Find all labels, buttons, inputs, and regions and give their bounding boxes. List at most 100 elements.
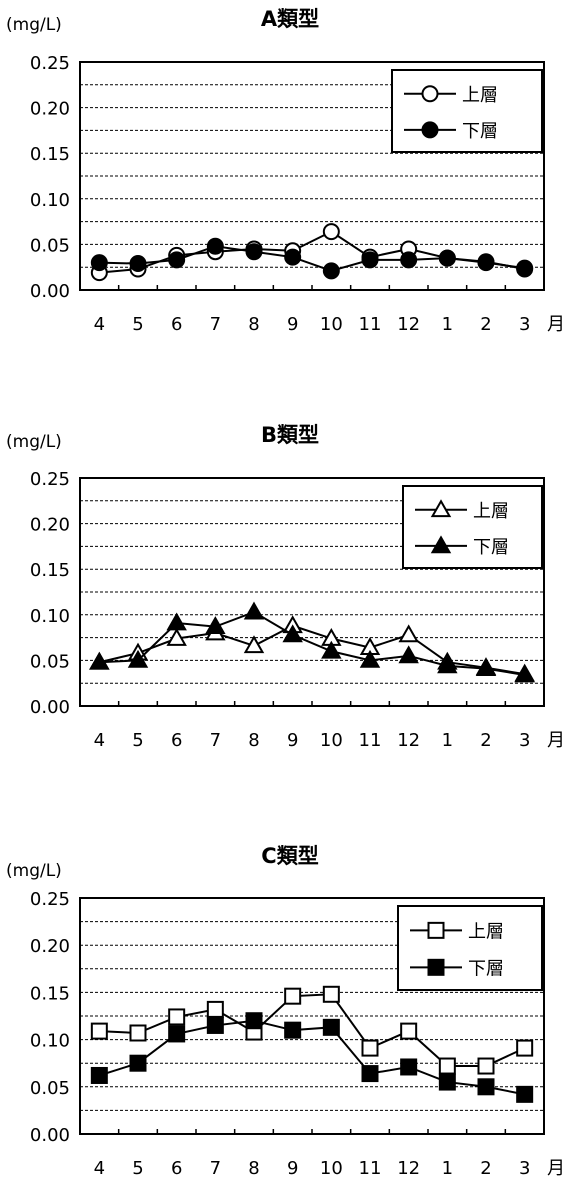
x-tick-label: 3 [519, 1158, 530, 1178]
x-tick-label: 10 [320, 1158, 343, 1178]
y-tick-label: 0.10 [30, 1031, 70, 1052]
legend-marker [430, 535, 452, 554]
series-lower [89, 601, 535, 683]
x-tick-label: 11 [359, 730, 382, 751]
y-tick-label: 0.05 [30, 1078, 70, 1099]
legend-marker [421, 121, 439, 139]
y-axis-unit-label: (mg/L) [6, 861, 62, 881]
data-point [359, 649, 381, 668]
data-point [516, 259, 534, 277]
series-upper [90, 223, 534, 282]
data-point [243, 601, 265, 620]
data-point [206, 1016, 224, 1034]
data-point [361, 251, 379, 269]
legend-marker [430, 499, 452, 518]
y-tick-label: 0.00 [30, 697, 70, 718]
y-tick-label: 0.15 [30, 983, 70, 1004]
chart-title: B類型 [261, 423, 319, 447]
chart-1: A類型 (mg/L) 0.00 0.05 0.10 0.15 0.20 0.25 4 5 6 7 8 9 1… [6, 7, 565, 335]
data-point [361, 1065, 379, 1083]
series-upper [89, 615, 535, 682]
x-tick-label: 3 [519, 730, 530, 751]
legend-label: 上層 [473, 501, 509, 522]
data-point [322, 262, 340, 280]
x-tick-label: 11 [359, 1158, 382, 1178]
data-point [206, 1000, 224, 1018]
data-point [168, 251, 186, 269]
x-tick-label: 4 [94, 1158, 105, 1178]
legend-box [391, 69, 543, 153]
data-point [284, 1021, 302, 1039]
data-point [322, 1018, 340, 1036]
x-tick-label: 12 [397, 1158, 420, 1178]
x-tick-label: 4 [94, 730, 105, 751]
x-tick-label: 9 [287, 730, 298, 751]
chart-2: B類型 (mg/L) 0.00 0.05 0.10 0.15 0.20 0.25 4 5 6 7 8 9 1… [6, 423, 565, 751]
x-tick-label: 6 [171, 730, 182, 751]
x-tick-label: 2 [480, 1158, 491, 1178]
y-tick-label: 0.10 [30, 606, 70, 627]
legend-label: 上層 [468, 921, 504, 942]
data-point [398, 624, 419, 643]
x-axis-label: 月 [547, 730, 565, 751]
data-point [205, 616, 226, 635]
series-line [99, 1019, 525, 1096]
data-point [127, 649, 149, 668]
x-tick-label: 8 [248, 1158, 259, 1178]
data-point [322, 223, 340, 241]
x-tick-label: 12 [397, 314, 420, 335]
data-point [438, 1057, 456, 1075]
data-point [477, 1078, 495, 1096]
y-axis-unit-label: (mg/L) [6, 15, 62, 35]
data-point [361, 1039, 379, 1057]
y-tick-label: 0.00 [30, 281, 70, 302]
x-tick-label: 7 [210, 730, 221, 751]
chart-title: A類型 [261, 7, 319, 31]
x-tick-label: 10 [320, 730, 343, 751]
x-tick-label: 6 [171, 1158, 182, 1178]
series-lower [90, 237, 534, 280]
y-axis-unit-label: (mg/L) [6, 432, 62, 452]
data-point [475, 658, 497, 676]
y-tick-label: 0.10 [30, 190, 70, 211]
legend-label: 下層 [462, 121, 498, 142]
y-tick-label: 0.20 [30, 936, 70, 957]
data-point [514, 664, 535, 683]
data-point [129, 1054, 147, 1072]
y-tick-label: 0.15 [30, 560, 70, 581]
series-line [99, 993, 526, 1068]
data-point [400, 1022, 418, 1040]
chart-3: C類型 (mg/L) 0.00 0.05 0.10 0.15 0.20 0.25 4 5 6 7 8 9 1… [6, 844, 565, 1178]
data-point [90, 254, 108, 272]
legend-marker [427, 921, 445, 939]
series-lower [90, 1012, 534, 1103]
data-point [516, 1039, 534, 1057]
series-line [99, 230, 525, 274]
y-tick-label: 0.25 [30, 53, 70, 74]
data-point [129, 1024, 147, 1042]
x-tick-label: 1 [442, 730, 453, 751]
legend-marker [427, 958, 445, 976]
x-tick-label: 5 [132, 1158, 143, 1178]
data-point [322, 985, 340, 1003]
x-tick-label: 8 [248, 314, 259, 335]
data-point [168, 1008, 186, 1026]
legend-label: 下層 [473, 537, 509, 558]
data-point [321, 640, 342, 659]
x-tick-label: 9 [287, 314, 298, 335]
data-point [166, 612, 187, 631]
x-axis-label: 月 [547, 1158, 565, 1178]
legend-label: 上層 [462, 85, 498, 106]
series-upper [90, 985, 534, 1075]
data-point [477, 254, 495, 272]
data-point [477, 1057, 495, 1075]
data-point [245, 1012, 263, 1030]
data-point [90, 1022, 108, 1040]
data-point [400, 1058, 418, 1076]
x-tick-label: 11 [359, 314, 382, 335]
data-point [437, 655, 458, 674]
legend-marker [421, 85, 439, 103]
